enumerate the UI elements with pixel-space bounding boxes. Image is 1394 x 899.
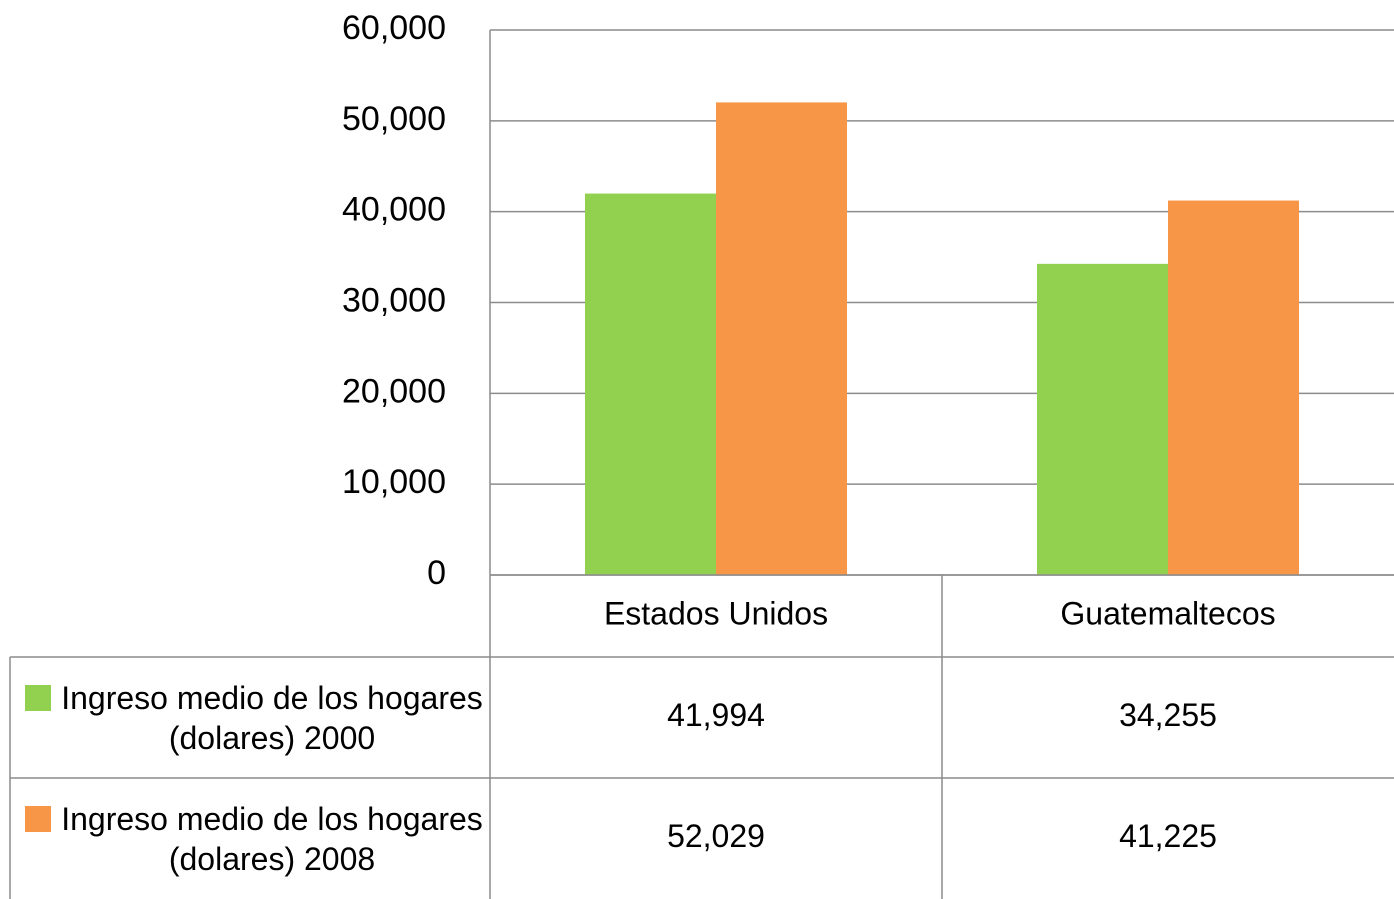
legend-label: Ingreso medio de los hogares (dolares) 2… [61,679,483,756]
y-tick-label: 30,000 [342,281,446,319]
bar [716,102,847,575]
bar [585,193,716,575]
legend-label: Ingreso medio de los hogares (dolares) 2… [61,800,483,877]
y-tick-label: 0 [427,554,446,592]
bar [1168,200,1299,575]
legend-key [25,684,51,711]
x-tick-label: Estados Unidos [604,595,828,631]
table-value: 52,029 [667,818,765,854]
y-tick-label: 40,000 [342,191,446,229]
x-tick-label: Guatemaltecos [1060,595,1275,631]
table-value: 41,225 [1119,818,1217,854]
y-tick-label: 20,000 [342,372,446,410]
table-value: 41,994 [667,697,765,733]
y-tick-label: 60,000 [342,9,446,47]
y-tick-label: 50,000 [342,100,446,138]
bar [1037,263,1168,575]
y-tick-label: 10,000 [342,463,446,501]
legend-key [25,805,51,832]
table-value: 34,255 [1119,697,1217,733]
